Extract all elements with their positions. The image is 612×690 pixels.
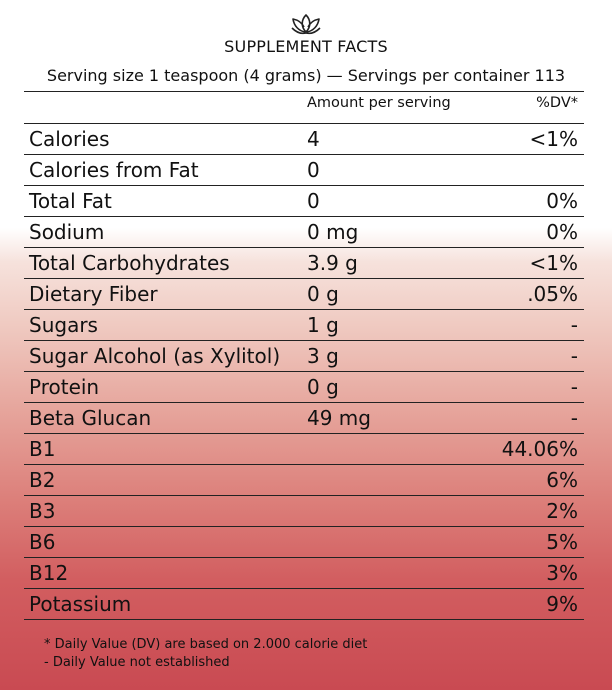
table-row: B12 3% — [24, 557, 584, 588]
table-row: Potassium 9% — [24, 588, 584, 619]
nutrient-amount: 0 — [307, 158, 320, 182]
nutrient-amount: 0 g — [307, 282, 339, 306]
nutrient-amount: 1 g — [307, 313, 339, 337]
table-row: Protein 0 g - — [24, 371, 584, 402]
nutrient-name: B1 — [29, 437, 56, 461]
nutrient-dv: - — [570, 313, 578, 337]
amount-column-header: Amount per serving — [307, 95, 451, 111]
nutrient-name: B6 — [29, 530, 56, 554]
nutrient-name: Calories — [29, 127, 110, 151]
nutrient-dv: 0% — [546, 220, 578, 244]
table-row: Calories 4 <1% — [24, 123, 584, 154]
nutrient-dv: - — [570, 375, 578, 399]
table-row: Total Carbohydrates 3.9 g <1% — [24, 247, 584, 278]
nutrient-name: Dietary Fiber — [29, 282, 158, 306]
nutrient-dv: - — [570, 406, 578, 430]
nutrient-amount: 0 — [307, 189, 320, 213]
nutrient-amount: 3 g — [307, 344, 339, 368]
nutrient-dv: 44.06% — [501, 437, 578, 461]
nutrient-dv: 0% — [546, 189, 578, 213]
nutrient-name: Calories from Fat — [29, 158, 199, 182]
nutrient-table: Calories 4 <1% Calories from Fat 0 Total Fat 0… — [0, 123, 612, 620]
nutrient-amount: 0 mg — [307, 220, 359, 244]
nutrient-amount: 4 — [307, 127, 320, 151]
nutrient-dv: - — [570, 344, 578, 368]
nutrient-name: Sodium — [29, 220, 105, 244]
table-row: Sugar Alcohol (as Xylitol) 3 g - — [24, 340, 584, 371]
nutrient-dv: 5% — [546, 530, 578, 554]
nutrient-name: Protein — [29, 375, 100, 399]
nutrient-name: Total Carbohydrates — [29, 251, 230, 275]
nutrient-dv: 6% — [546, 468, 578, 492]
table-row: B2 6% — [24, 464, 584, 495]
table-row: Beta Glucan 49 mg - — [24, 402, 584, 433]
table-row: Sugars 1 g - — [24, 309, 584, 340]
table-row: Sodium 0 mg 0% — [24, 216, 584, 247]
nutrient-amount: 3.9 g — [307, 251, 358, 275]
nutrient-name: B12 — [29, 561, 69, 585]
nutrient-name: Potassium — [29, 592, 132, 616]
table-row: B3 2% — [24, 495, 584, 526]
serving-info: Serving size 1 teaspoon (4 grams) — Serv… — [46, 66, 566, 85]
nutrient-dv: 9% — [546, 592, 578, 616]
nutrient-dv: 2% — [546, 499, 578, 523]
nutrient-amount: 0 g — [307, 375, 339, 399]
nutrient-dv: <1% — [529, 251, 579, 275]
table-row: Total Fat 0 0% — [24, 185, 584, 216]
table-row: Dietary Fiber 0 g .05% — [24, 278, 584, 309]
nutrient-name: Beta Glucan — [29, 406, 152, 430]
dv-column-header: %DV* — [536, 95, 578, 111]
divider — [24, 619, 584, 620]
nutrient-dv: .05% — [527, 282, 578, 306]
nutrient-amount: 49 mg — [307, 406, 371, 430]
nutrient-dv: <1% — [529, 127, 579, 151]
nutrient-dv: 3% — [546, 561, 578, 585]
page-title: SUPPLEMENT FACTS — [224, 37, 388, 56]
table-row: Calories from Fat 0 — [24, 154, 584, 185]
nutrient-name: B3 — [29, 499, 56, 523]
divider — [24, 91, 584, 92]
lotus-icon — [291, 14, 321, 35]
table-row: B6 5% — [24, 526, 584, 557]
table-row: B1 44.06% — [24, 433, 584, 464]
nutrient-name: B2 — [29, 468, 56, 492]
nutrient-name: Sugars — [29, 313, 98, 337]
footnote-not-established: - Daily Value not established — [44, 655, 230, 670]
footnote-dv: * Daily Value (DV) are based on 2.000 ca… — [44, 637, 368, 652]
nutrient-name: Total Fat — [29, 189, 112, 213]
nutrient-name: Sugar Alcohol (as Xylitol) — [29, 344, 281, 368]
